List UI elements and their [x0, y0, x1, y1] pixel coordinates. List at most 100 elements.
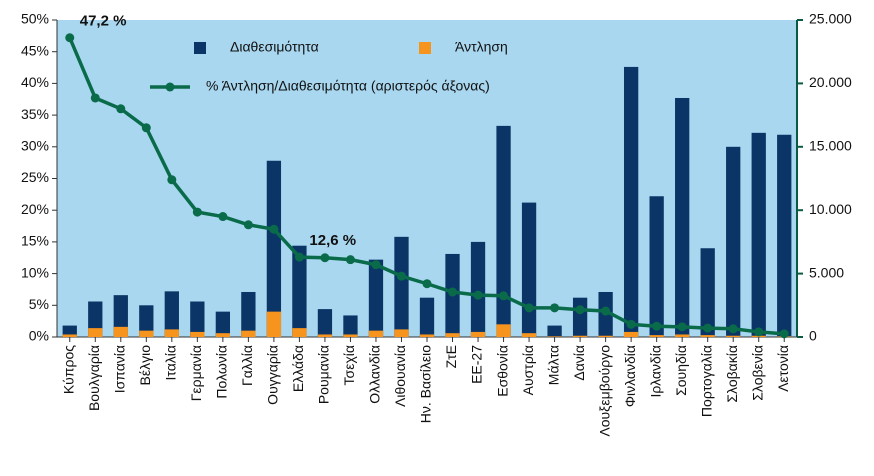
bar: [164, 291, 179, 337]
line-point: [448, 287, 458, 297]
bar: [343, 315, 358, 337]
line-point: [499, 291, 509, 301]
x-tick-label: Βουλγαρία: [86, 345, 102, 411]
bar: [394, 236, 409, 337]
bar: [113, 295, 128, 337]
y-tick-label: 30%: [21, 138, 49, 154]
y2-tick-label: 25.000: [809, 11, 852, 27]
x-tick-label: Σλοβενία: [749, 345, 765, 401]
bar: [547, 336, 562, 337]
legend-swatch: [419, 42, 431, 54]
line-point: [422, 279, 432, 289]
x-tick-label: Ολλανδία: [367, 345, 383, 404]
bar: [266, 160, 282, 337]
bar: [700, 248, 715, 337]
legend-swatch: [165, 82, 175, 92]
x-tick-label: Δανία: [571, 345, 587, 381]
bar: [139, 305, 154, 337]
bar: [751, 132, 766, 337]
x-tick-label: Ισπανία: [111, 345, 127, 393]
y-tick-label: 50%: [21, 11, 49, 27]
line-point: [345, 255, 355, 265]
y-tick-label: 15%: [21, 233, 49, 249]
y2-tick-label: 0: [809, 328, 817, 344]
bar: [343, 334, 358, 337]
y-tick-label: 25%: [21, 169, 49, 185]
x-tick-label: Μάλτα: [545, 345, 561, 385]
x-tick-label: Ιταλία: [163, 345, 179, 381]
line-point: [243, 220, 253, 230]
legend-swatch: [194, 42, 206, 54]
annotation: 12,6 %: [309, 232, 356, 249]
bar: [190, 301, 205, 337]
annotation: 47,2 %: [80, 13, 127, 30]
y-tick-label: 0%: [29, 328, 49, 344]
line-point: [192, 207, 202, 217]
bar: [572, 335, 588, 337]
x-tick-label: ΖτΕ: [443, 345, 459, 368]
y-tick-label: 5%: [29, 296, 49, 312]
bar: [598, 335, 613, 337]
x-tick-label: Ιρλανδία: [647, 345, 663, 397]
x-tick-label: Ην. Βασίλειο: [418, 345, 434, 423]
bar: [419, 297, 435, 337]
x-tick-label: Ρουμανία: [316, 345, 332, 404]
legend-label: % Άντληση/Διαθεσιμότητα (αριστερός άξονα…: [206, 78, 490, 94]
x-tick-label: Βέλγιο: [137, 345, 153, 386]
line-point: [473, 290, 483, 300]
line-point: [167, 175, 177, 185]
bar: [726, 335, 741, 337]
bar: [113, 326, 128, 337]
bar: [368, 330, 384, 337]
bar: [292, 328, 307, 337]
bar: [623, 66, 639, 337]
line-point: [728, 324, 738, 334]
bar: [368, 259, 384, 337]
bar: [572, 297, 588, 337]
x-tick-label: Λιθουανία: [392, 345, 408, 407]
bar: [675, 334, 690, 337]
bar: [241, 291, 256, 337]
x-tick-label: Εσθονία: [494, 345, 510, 397]
line-point: [779, 329, 789, 339]
line-point: [294, 252, 304, 262]
y2-tick-label: 5.000: [809, 264, 844, 280]
bar: [470, 241, 486, 337]
bar: [215, 311, 231, 337]
line-point: [65, 33, 75, 43]
y-tick-label: 40%: [21, 74, 49, 90]
bar: [649, 196, 664, 337]
line-point: [601, 306, 611, 316]
line-point: [269, 224, 279, 234]
x-tick-label: Ουγγαρία: [265, 345, 281, 405]
bar: [164, 329, 179, 337]
x-tick-label: Κύπρος: [60, 345, 76, 394]
x-tick-label: Γερμανία: [188, 345, 204, 401]
x-tick-label: Λετονία: [775, 345, 791, 392]
bar: [496, 125, 511, 338]
bar: [470, 331, 486, 337]
bar: [266, 311, 282, 337]
bar: [419, 334, 435, 337]
line-point: [626, 319, 636, 329]
line-point: [754, 327, 764, 337]
line-point: [371, 260, 381, 270]
bar: [521, 202, 537, 337]
bar: [139, 330, 154, 337]
bar: [317, 309, 333, 337]
bar: [521, 333, 537, 337]
bar: [726, 146, 741, 337]
bar: [675, 97, 690, 338]
x-tick-label: Σουηδία: [673, 345, 689, 396]
bar: [62, 334, 77, 337]
y2-tick-label: 20.000: [809, 74, 852, 90]
bar: [394, 329, 409, 337]
line-point: [141, 123, 151, 133]
line-point: [703, 323, 713, 333]
bar: [215, 333, 231, 337]
line-point: [396, 271, 406, 281]
bar: [777, 134, 792, 337]
legend-label: Διαθεσιμότητα: [230, 39, 319, 55]
x-tick-label: Πολωνία: [214, 345, 230, 399]
x-tick-label: Πορτογαλία: [698, 345, 714, 417]
